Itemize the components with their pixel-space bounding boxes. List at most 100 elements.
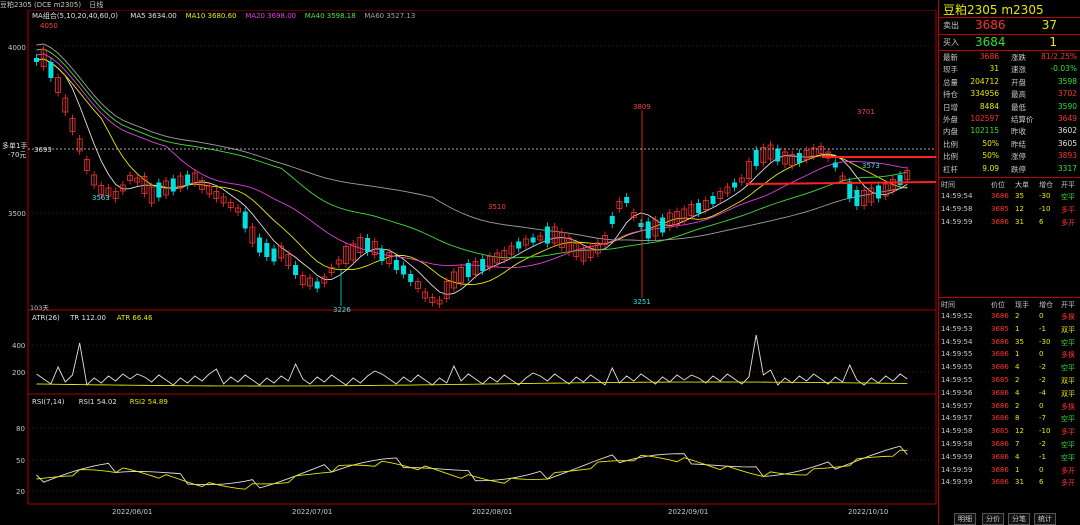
- tick-row[interactable]: 14:59:52 3686 2 0 多换: [941, 312, 1075, 321]
- candle: [602, 235, 608, 245]
- candle: [321, 276, 328, 284]
- stat-value: 9.09: [982, 163, 999, 173]
- candle: [544, 226, 550, 244]
- tab-trades[interactable]: 分笔: [1008, 513, 1030, 525]
- candle: [594, 242, 601, 254]
- candle: [206, 185, 213, 195]
- candle: [796, 153, 802, 163]
- candle: [587, 246, 594, 258]
- peak-label: 3809: [633, 103, 651, 111]
- candle: [472, 261, 479, 275]
- stat-value: 3598: [1057, 76, 1077, 86]
- candle: [767, 144, 774, 160]
- tick-row[interactable]: 14:59:59 3686 31 6 多开: [941, 478, 1075, 488]
- tick-row[interactable]: 14:59:53 3685 1 -1 双平: [941, 324, 1075, 334]
- stat-value: 334956: [970, 89, 999, 99]
- candle: [451, 271, 457, 289]
- candle: [264, 243, 270, 257]
- candle: [810, 147, 817, 157]
- stat-label: 昨结: [1011, 139, 1026, 149]
- title-bar: 豆粕2305 (DCE m2305) 日线: [0, 0, 938, 10]
- chart-area[interactable]: 多单1手 -70元 3693 4000 3500 103天 4050 3563 …: [0, 9, 938, 516]
- legend-item: MA10 3680.60: [186, 12, 237, 20]
- candle: [379, 249, 385, 261]
- instrument-name[interactable]: 豆粕2305 (DCE m2305): [0, 1, 82, 9]
- position-pnl: -70元: [8, 151, 26, 159]
- stat-label: 最新: [943, 53, 958, 62]
- tick-row[interactable]: 14:59:54 3686 35 -30 空平: [941, 192, 1075, 201]
- stat-value: 3893: [1057, 151, 1077, 161]
- candle: [105, 187, 112, 197]
- rsi-panel-frame: [27, 393, 937, 505]
- peak-label: 3701: [857, 108, 875, 116]
- candle: [127, 175, 133, 181]
- candle: [69, 118, 76, 132]
- tick-row[interactable]: 14:59:55 3686 4 -2 空平: [941, 363, 1075, 373]
- candle: [638, 223, 644, 227]
- stat-label: 开盘: [1011, 77, 1026, 87]
- tick-row[interactable]: 14:59:57 3686 2 0 多换: [941, 401, 1075, 411]
- candle: [724, 186, 731, 194]
- stat-label: 涨跌: [1011, 53, 1026, 62]
- tab-stats[interactable]: 统计: [1034, 513, 1056, 525]
- candle: [62, 97, 69, 113]
- tick-row[interactable]: 14:59:58 3686 7 -2 空平: [941, 440, 1075, 449]
- tick-row[interactable]: 14:59:59 3686 1 0 多开: [941, 465, 1075, 475]
- candle: [48, 62, 54, 78]
- grid-lines: [28, 45, 936, 492]
- candle: [760, 147, 767, 163]
- candle: [220, 196, 227, 204]
- candle: [818, 146, 824, 154]
- tick-row[interactable]: 14:59:57 3686 8 -7 空平: [941, 414, 1075, 424]
- candle: [257, 237, 263, 253]
- candle: [278, 245, 285, 259]
- legend-item: MA60 3527.13: [364, 12, 415, 20]
- candle: [365, 238, 371, 252]
- candle: [386, 252, 393, 264]
- candle: [285, 254, 292, 266]
- bar-count: 103天: [30, 304, 49, 312]
- candle: [357, 237, 364, 253]
- tick-row[interactable]: 14:59:54 3686 35 -30 空平: [941, 337, 1075, 347]
- peak-label: 3563: [92, 194, 110, 202]
- candle: [674, 211, 680, 225]
- kline-chart-svg[interactable]: 多单1手 -70元 3693 4000 3500 103天 4050 3563 …: [0, 9, 938, 516]
- position-label: 多单1手: [2, 141, 27, 150]
- bid-row[interactable]: 买入 3684 1: [939, 35, 1080, 51]
- candle: [746, 161, 752, 179]
- ask-volume: 37: [1041, 18, 1057, 32]
- ma-lines: [36, 43, 908, 295]
- tab-detail[interactable]: 明细: [954, 513, 976, 525]
- stat-label: 最低: [1011, 102, 1026, 112]
- candle: [185, 174, 191, 186]
- atr-y-tick: 200: [12, 369, 25, 377]
- candle: [738, 177, 745, 183]
- candle: [522, 238, 529, 246]
- tick-row[interactable]: 14:59:59 3686 31 6 多开: [941, 217, 1075, 227]
- stat-label: 比例: [943, 139, 958, 149]
- tick-row[interactable]: 14:59:55 3686 1 0 多换: [941, 350, 1075, 360]
- stat-value: 102115: [970, 126, 999, 136]
- tick-row[interactable]: 14:59:55 3685 2 -2 双平: [941, 376, 1075, 385]
- candle: [199, 180, 205, 190]
- candle: [832, 162, 838, 168]
- candle: [314, 281, 320, 289]
- rsi-lines: [36, 445, 908, 490]
- candle: [163, 180, 169, 196]
- bottom-tabs: 明细 分价 分笔 统计: [938, 512, 1080, 525]
- stat-label: 总量: [943, 77, 958, 87]
- stat-value: 3702: [1057, 89, 1077, 99]
- tick-row[interactable]: 14:59:58 3685 12 -10 多平: [941, 204, 1075, 214]
- tick-row[interactable]: 14:59:59 3686 4 -1 空平: [941, 452, 1075, 462]
- ask-label: 卖出: [943, 21, 959, 30]
- tick-row[interactable]: 14:59:58 3685 12 -10 多平: [941, 427, 1075, 437]
- period-selector[interactable]: 日线: [89, 1, 104, 9]
- rsi-legend: RSI(7,14) RSI1 54.02 RSI2 54.89: [32, 398, 168, 406]
- tab-price[interactable]: 分价: [982, 513, 1004, 525]
- ask-row[interactable]: 卖出 3686 37: [939, 18, 1080, 34]
- candle: [486, 256, 493, 268]
- stat-value: 3590: [1057, 101, 1077, 111]
- candle: [458, 267, 465, 283]
- date-tick: 2022/09/01: [668, 508, 708, 516]
- tick-row[interactable]: 14:59:56 3686 4 -4 双平: [941, 388, 1075, 398]
